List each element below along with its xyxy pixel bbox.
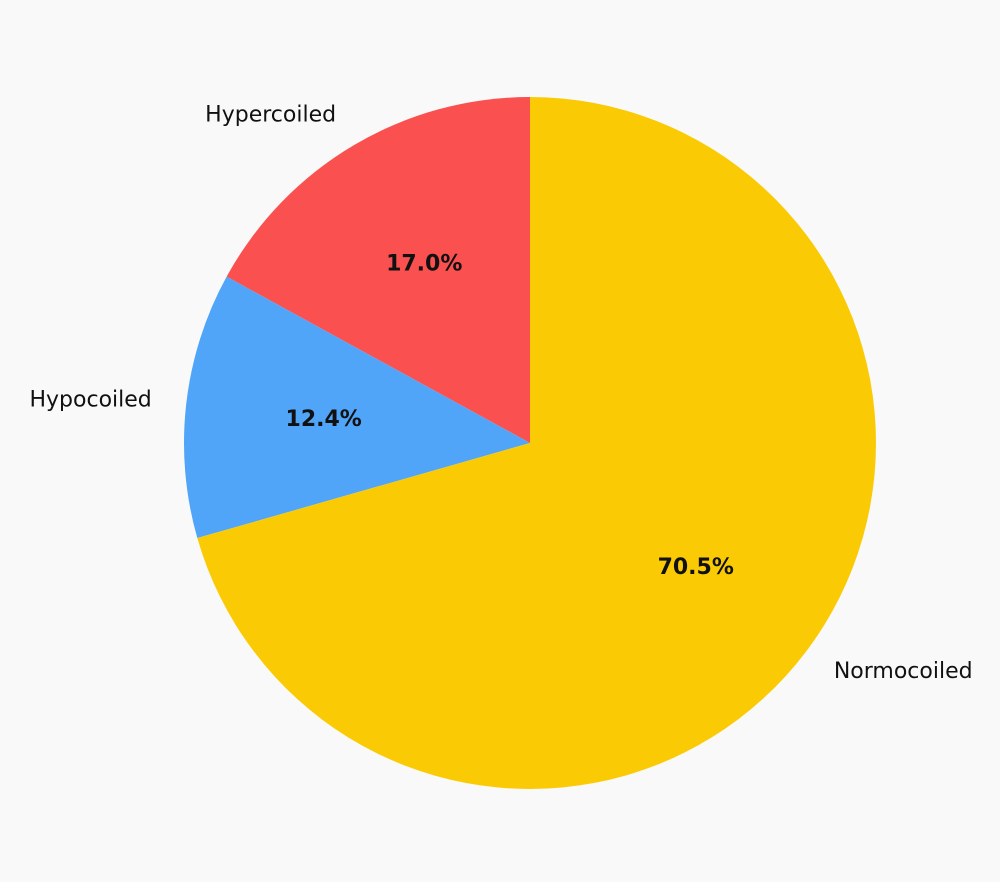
pie-percent-label-hypocoiled: 12.4% bbox=[286, 407, 362, 432]
pie-percent-label-normocoiled: 70.5% bbox=[658, 555, 734, 580]
pie-slice-normocoiled bbox=[197, 97, 876, 790]
pie-category-label-normocoiled: Normocoiled bbox=[834, 659, 973, 684]
pie-category-label-hypercoiled: Hypercoiled bbox=[205, 103, 336, 128]
pie-slices bbox=[183, 97, 876, 790]
pie-percent-labels: 17.0% 12.4% 70.5% bbox=[286, 251, 734, 580]
pie-category-labels: Hypercoiled Hypocoiled Normocoiled bbox=[29, 103, 972, 685]
pie-percent-label-hypercoiled: 17.0% bbox=[386, 251, 462, 276]
pie-slice-hypocoiled bbox=[183, 276, 531, 539]
pie-slice-hypercoiled bbox=[226, 97, 530, 443]
pie-category-label-hypocoiled: Hypocoiled bbox=[29, 388, 151, 413]
